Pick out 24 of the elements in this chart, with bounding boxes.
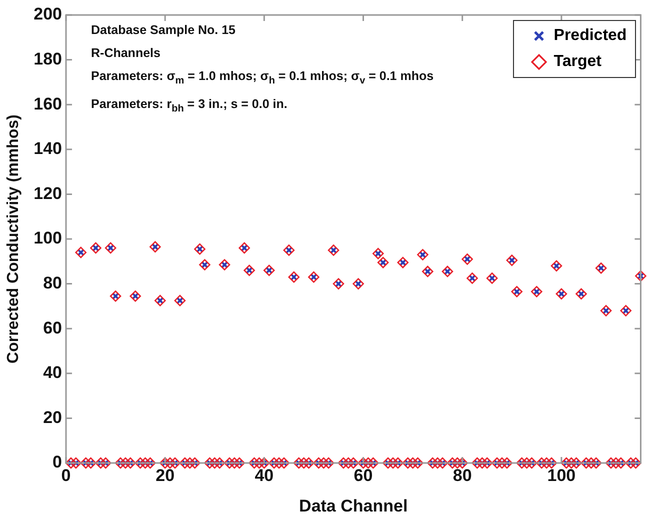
y-tick-label: 140 (34, 139, 62, 158)
y-tick-label: 160 (34, 94, 62, 114)
y-tick-label: 40 (43, 363, 62, 382)
y-tick-label: 120 (34, 184, 62, 203)
legend-label: Target (554, 53, 602, 70)
x-tick-label: 60 (354, 466, 373, 485)
annotation: Parameters: σ$_{m}$ = 1.0 mhos; σ$_{h}$ = 0.1 mhos; σ$_{v}$ = 0.1 mhos (91, 68, 434, 88)
x-tick-label: 20 (156, 466, 175, 485)
annotation: Parameters: r$_{bh}$ = 3 in.; s = 0.0 in. (91, 96, 288, 116)
y-tick-label: 80 (43, 273, 62, 292)
x-axis-title: Data Channel (299, 496, 408, 516)
x-tick-label: 40 (254, 466, 274, 485)
legend-label: Predicted (554, 27, 627, 44)
y-axis-title: Corrected Conductivity (mmhos) (5, 114, 22, 364)
x-tick-label: 100 (547, 466, 576, 485)
y-tick-label: 60 (43, 318, 62, 338)
y-tick-label: 20 (43, 408, 62, 427)
annotation: Database Sample No. 15 (91, 22, 237, 39)
y-tick-label: 0 (52, 452, 62, 472)
x-tick-label: 80 (452, 466, 472, 485)
annotation: R-Channels (91, 45, 162, 62)
y-tick-label: 100 (34, 228, 62, 248)
y-tick-label: 200 (34, 4, 62, 24)
y-tick-label: 180 (34, 49, 62, 68)
